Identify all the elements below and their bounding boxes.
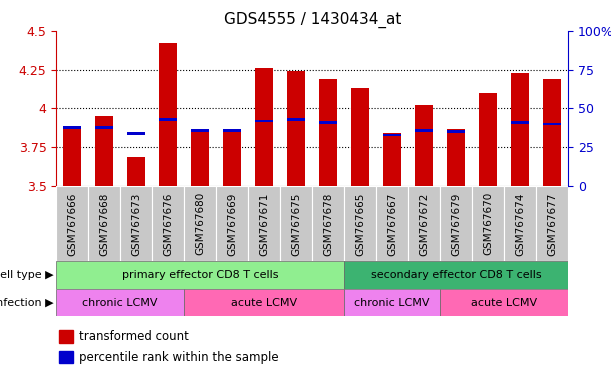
Bar (248, 186, 280, 261)
Bar (320, 121, 337, 124)
Bar (95, 126, 113, 129)
Bar (64, 126, 81, 129)
Text: GSM767673: GSM767673 (131, 192, 141, 256)
Bar (344, 186, 376, 261)
Bar (376, 186, 408, 261)
Bar (543, 122, 561, 126)
Text: GSM767670: GSM767670 (483, 192, 493, 255)
Bar (440, 186, 472, 261)
Bar (128, 132, 145, 135)
Bar (56, 186, 88, 261)
Text: GSM767678: GSM767678 (323, 192, 333, 256)
Text: primary effector CD8 T cells: primary effector CD8 T cells (122, 270, 279, 280)
Bar (320, 79, 337, 186)
Bar (56, 289, 185, 316)
Bar (351, 88, 369, 186)
Text: GSM767676: GSM767676 (163, 192, 173, 256)
Bar (191, 129, 209, 132)
Text: percentile rank within the sample: percentile rank within the sample (79, 351, 279, 364)
Bar (159, 118, 177, 121)
Bar (59, 351, 73, 363)
Text: infection ▶: infection ▶ (0, 298, 53, 308)
Bar (88, 186, 120, 261)
Bar (384, 134, 401, 136)
Bar (287, 71, 305, 186)
Bar (447, 129, 465, 186)
Bar (511, 73, 529, 186)
Text: chronic LCMV: chronic LCMV (82, 298, 158, 308)
Bar (120, 186, 152, 261)
Bar (59, 330, 73, 343)
Text: GSM767679: GSM767679 (452, 192, 461, 256)
Bar (384, 133, 401, 186)
Bar (344, 261, 568, 289)
Bar (472, 186, 504, 261)
Bar (224, 129, 241, 132)
Bar (216, 186, 248, 261)
Text: cell type ▶: cell type ▶ (0, 270, 53, 280)
Bar (56, 261, 344, 289)
Text: GSM767677: GSM767677 (547, 192, 557, 256)
Title: GDS4555 / 1430434_at: GDS4555 / 1430434_at (224, 12, 401, 28)
Text: acute LCMV: acute LCMV (231, 298, 298, 308)
Bar (185, 186, 216, 261)
Text: GSM767665: GSM767665 (355, 192, 365, 256)
Bar (440, 289, 568, 316)
Bar (543, 79, 561, 186)
Text: GSM767669: GSM767669 (227, 192, 237, 256)
Text: secondary effector CD8 T cells: secondary effector CD8 T cells (371, 270, 541, 280)
Bar (128, 157, 145, 186)
Text: chronic LCMV: chronic LCMV (354, 298, 430, 308)
Text: acute LCMV: acute LCMV (471, 298, 537, 308)
Text: GSM767671: GSM767671 (259, 192, 269, 256)
Bar (255, 119, 273, 122)
Text: transformed count: transformed count (79, 330, 189, 343)
Bar (255, 68, 273, 186)
Text: GSM767666: GSM767666 (67, 192, 77, 256)
Bar (504, 186, 536, 261)
Text: GSM767674: GSM767674 (515, 192, 525, 256)
Bar (224, 129, 241, 186)
Text: GSM767667: GSM767667 (387, 192, 397, 256)
Text: GSM767672: GSM767672 (419, 192, 429, 256)
Bar (408, 186, 440, 261)
Bar (480, 93, 497, 186)
Bar (287, 118, 305, 121)
Bar (344, 289, 440, 316)
Bar (511, 121, 529, 124)
Bar (64, 127, 81, 186)
Bar (191, 130, 209, 186)
Text: GSM767668: GSM767668 (99, 192, 109, 256)
Bar (447, 131, 465, 133)
Bar (312, 186, 344, 261)
Bar (280, 186, 312, 261)
Bar (415, 129, 433, 132)
Bar (152, 186, 185, 261)
Bar (536, 186, 568, 261)
Text: GSM767675: GSM767675 (291, 192, 301, 256)
Bar (159, 43, 177, 186)
Bar (95, 116, 113, 186)
Bar (185, 289, 344, 316)
Text: GSM767680: GSM767680 (196, 192, 205, 255)
Bar (415, 105, 433, 186)
